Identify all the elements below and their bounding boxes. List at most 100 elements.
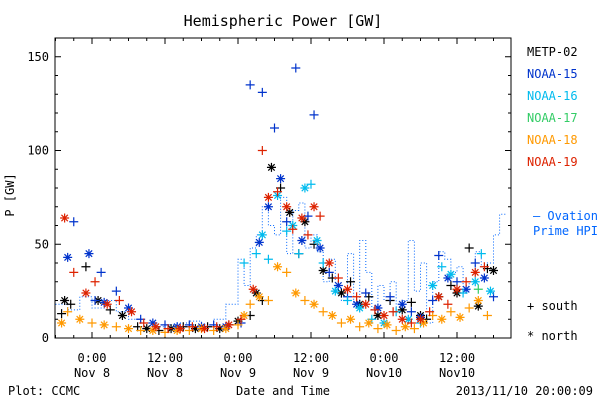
south-marker [251,249,261,259]
south-marker [294,249,304,259]
legend-entry: NOAA-18 [527,133,578,147]
south-marker [406,307,416,317]
ovation-line [55,196,506,328]
north-marker [379,318,389,328]
north-marker [489,266,498,275]
north-marker [57,318,67,328]
south-marker [66,299,76,309]
south-marker [336,318,346,328]
south-marker [212,322,222,332]
north-marker [473,301,483,311]
north-marker [282,202,292,212]
x-tick-label-date: Nov 8 [147,366,183,380]
south-marker [257,87,267,97]
north-marker [330,286,340,296]
ovation-legend-text: — Ovation [533,209,598,223]
south-marker [446,307,456,317]
north-marker [124,303,133,313]
north-marker [327,311,337,320]
south-marker [139,318,149,328]
south-marker [273,187,283,197]
north-marker [148,326,158,335]
north-marker [257,230,267,240]
north-marker [379,311,389,320]
north-marker [434,292,444,302]
north-marker [251,288,261,298]
south-marker [87,318,97,328]
north-marker [63,252,73,262]
north-marker [75,314,85,324]
north-marker [309,202,319,212]
south-marker [306,179,316,189]
x-tick-label-time: 12:00 [147,351,183,365]
south-marker [482,311,492,320]
south-marker [476,249,486,259]
south-marker [57,309,67,319]
north-marker [361,299,371,309]
y-tick-label: 100 [27,144,49,158]
north-marker [221,324,231,334]
south-marker [187,322,197,332]
x-tick-label-time: 0:00 [78,351,107,365]
south-marker [69,267,79,277]
south-marker [69,217,79,227]
north-marker [291,288,301,298]
north-marker [60,213,70,223]
north-marker [81,288,91,298]
chart-title: Hemispheric Power [GW] [184,12,383,30]
north-marker [300,183,310,193]
south-marker [479,262,489,272]
south-marker [473,284,483,294]
ovation-legend-text: Prime HPI [533,224,598,238]
x-tick-label-date: Nov 9 [293,366,329,380]
ovation-series [55,196,506,328]
south-marker [282,226,292,236]
north-marker [263,202,273,212]
south-marker [373,324,383,334]
legend-entry: NOAA-17 [527,111,578,125]
x-tick-label-time: 0:00 [370,351,399,365]
north-marker [336,288,346,298]
south-marker [239,258,249,268]
north-marker [485,286,495,296]
north-marker [276,174,286,184]
north-marker [461,284,471,294]
south-marker [114,296,124,305]
north-marker [343,284,352,294]
legend-entry: NOAA-19 [527,155,578,169]
north-marker [400,322,410,332]
north-marker [190,324,200,334]
south-marker [464,303,474,313]
north-marker [84,249,94,259]
y-tick-label: 0 [42,331,49,345]
south-marker [63,307,73,317]
north-marker [285,207,295,217]
south-marker [437,262,447,272]
legend-entry: METP-02 [527,45,578,59]
north-marker [273,262,283,272]
north-marker [124,324,133,334]
south-marker [270,123,279,133]
south-marker [361,288,371,298]
south-marker [370,305,380,315]
north-marker [443,273,453,283]
south-marker [163,324,173,334]
north-marker [333,281,343,290]
south-marker [355,322,365,332]
north-marker [99,320,109,330]
x-tick-label-date: Nov10 [439,366,475,380]
north-marker [318,266,328,275]
north-marker [127,307,137,317]
x-tick-label-time: 12:00 [439,351,475,365]
south-marker [461,277,471,287]
north-marker [397,299,407,309]
x-tick-label-time: 12:00 [293,351,329,365]
marker-legend-entry: * north [527,329,578,343]
north-marker [373,303,383,313]
south-marker [96,267,106,277]
north-marker [254,237,264,247]
legend-entry: NOAA-15 [527,67,578,81]
north-marker [200,324,210,334]
south-marker [291,63,301,73]
x-tick-label-date: Nov10 [366,366,402,380]
